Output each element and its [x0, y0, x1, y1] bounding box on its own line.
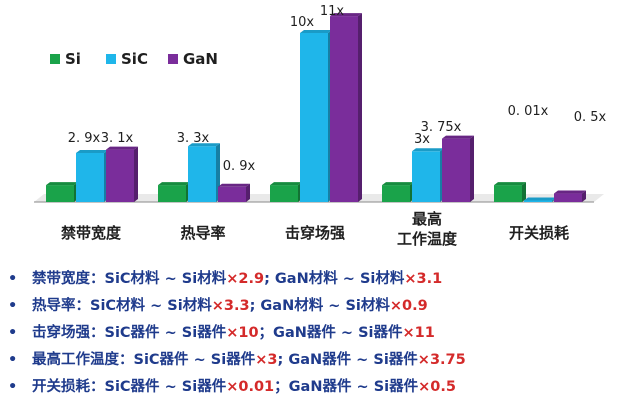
note-text: ; GaN材料 ~ Si材料 — [264, 271, 405, 287]
data-label-gan-0: 3. 1x — [101, 131, 134, 146]
bar-top-gan-1 — [218, 183, 250, 187]
note-multiplier: ×0.9 — [389, 298, 428, 314]
bar-top-gan-3 — [442, 135, 474, 139]
note-text: 禁带宽度：SiC材料 ~ Si材料 — [32, 271, 227, 287]
note-multiplier: ×10 — [226, 325, 259, 341]
bar-gan-0 — [106, 149, 134, 202]
note-text: ；GaN器件 ~ Si器件 — [258, 325, 403, 341]
note-text: 最高工作温度：SiC器件 ~ Si器件 — [32, 352, 256, 368]
note-item: • 最高工作温度：SiC器件 ~ Si器件×3; GaN器件 ~ Si器件×3.7… — [8, 347, 628, 374]
bar-sic-4 — [524, 200, 552, 202]
legend-label-gan: GaN — [183, 50, 218, 68]
bar-top-sic-2 — [300, 30, 332, 33]
note-multiplier: ×11 — [402, 325, 435, 341]
note-multiplier: ×0.5 — [418, 379, 456, 395]
bar-top-si-0 — [46, 182, 78, 186]
bar-top-si-2 — [270, 182, 302, 186]
bar-sic-2 — [300, 33, 328, 202]
bar-top-gan-2 — [330, 13, 362, 17]
data-label-sic-3: 3x — [414, 132, 430, 147]
chart-data-labels: 2. 9x 3. 3x 10x 3x 0. 01x 3. 1x 0. 9x 11x 3. 75x… — [68, 4, 607, 174]
data-label-gan-4: 0. 5x — [574, 110, 607, 125]
note-multiplier: ×0.01 — [226, 379, 275, 395]
bar-top-gan-0 — [106, 146, 138, 150]
bar-top-sic-1 — [188, 143, 220, 147]
legend-label-sic: SiC — [121, 50, 148, 68]
note-multiplier: ×2.9 — [226, 271, 265, 287]
bullet-icon: • — [8, 352, 18, 368]
bar-top-si-4 — [494, 182, 526, 186]
note-item: • 开关损耗：SiC器件 ~ Si器件×0.01；GaN器件 ~ Si器件×0.5 — [8, 374, 628, 401]
bar-si-3 — [382, 185, 410, 202]
bar-top-si-3 — [382, 182, 414, 186]
note-multiplier: ×3 — [255, 352, 278, 368]
data-label-sic-2: 10x — [290, 15, 315, 30]
bar-gan-1 — [218, 186, 246, 202]
bar-top-sic-4 — [524, 197, 556, 201]
note-text: 击穿场强：SiC器件 ~ Si器件 — [32, 325, 227, 341]
legend-label-si: Si — [65, 50, 81, 68]
bar-top-si-1 — [158, 182, 190, 186]
bar-si-2 — [270, 185, 298, 202]
data-label-gan-1: 0. 9x — [223, 159, 256, 174]
data-label-sic-4: 0. 01x — [508, 104, 549, 119]
bar-top-sic-3 — [412, 148, 444, 152]
data-label-sic-1: 3. 3x — [177, 131, 210, 146]
note-multiplier: ×3.75 — [417, 352, 466, 368]
bar-side-gan-4 — [582, 190, 586, 202]
legend-swatch-gan — [168, 54, 178, 64]
bar-side-gan-2 — [358, 13, 362, 202]
note-text: 热导率：SiC材料 ~ Si材料 — [32, 298, 212, 314]
bar-side-gan-0 — [134, 146, 138, 202]
bar-gan-4 — [554, 193, 582, 202]
bar-side-gan-1 — [246, 183, 250, 202]
category-label-3-0: 最高 — [412, 210, 442, 228]
bullet-icon: • — [8, 379, 18, 395]
category-label-4: 开关损耗 — [509, 224, 569, 242]
bar-side-gan-3 — [470, 135, 474, 202]
note-text: 开关损耗：SiC器件 ~ Si器件 — [32, 379, 227, 395]
data-label-gan-2: 11x — [320, 4, 345, 19]
note-multiplier: ×3.3 — [211, 298, 250, 314]
bar-si-0 — [46, 185, 74, 202]
legend-swatch-si — [50, 54, 60, 64]
data-label-sic-0: 2. 9x — [68, 131, 101, 146]
category-label-1: 热导率 — [180, 224, 225, 242]
bar-si-1 — [158, 185, 186, 202]
note-item: • 热导率：SiC材料 ~ Si材料×3.3; GaN材料 ~ Si材料×0.9 — [8, 293, 628, 320]
note-multiplier: ×3.1 — [404, 271, 443, 287]
chart-bars — [46, 13, 586, 202]
comparison-bar-chart: 2. 9x 3. 3x 10x 3x 0. 01x 3. 1x 0. 9x 11x 3. 75x… — [34, 4, 607, 248]
bullet-icon: • — [8, 298, 18, 314]
bullet-icon: • — [8, 271, 18, 287]
bullet-icon: • — [8, 325, 18, 341]
category-label-0: 禁带宽度 — [61, 224, 122, 242]
bar-sic-1 — [188, 146, 216, 202]
category-label-2: 击穿场强 — [285, 224, 345, 242]
bar-top-gan-4 — [554, 190, 586, 194]
note-text: ; GaN器件 ~ Si器件 — [277, 352, 418, 368]
bar-side-si-4 — [522, 182, 526, 202]
legend-swatch-sic — [106, 54, 116, 64]
note-text: ; GaN材料 ~ Si材料 — [249, 298, 390, 314]
note-item: • 击穿场强：SiC器件 ~ Si器件×10；GaN器件 ~ Si器件×11 — [8, 320, 628, 347]
comparison-notes: • 禁带宽度：SiC材料 ~ Si材料×2.9; GaN材料 ~ Si材料×3.1… — [8, 266, 628, 401]
category-label-3-1: 工作温度 — [397, 230, 458, 248]
bar-sic-3 — [412, 151, 440, 202]
note-text: ；GaN器件 ~ Si器件 — [274, 379, 419, 395]
data-label-gan-3: 3. 75x — [421, 120, 462, 135]
bar-gan-2 — [330, 16, 358, 202]
chart-legend: Si SiC GaN — [50, 50, 218, 68]
bar-gan-3 — [442, 138, 470, 202]
note-item: • 禁带宽度：SiC材料 ~ Si材料×2.9; GaN材料 ~ Si材料×3.1 — [8, 266, 628, 293]
bar-sic-0 — [76, 152, 104, 202]
bar-si-4 — [494, 185, 522, 202]
chart-category-labels: 禁带宽度 热导率 击穿场强 最高工作温度 开关损耗 — [61, 210, 569, 248]
bar-top-sic-0 — [76, 149, 108, 153]
